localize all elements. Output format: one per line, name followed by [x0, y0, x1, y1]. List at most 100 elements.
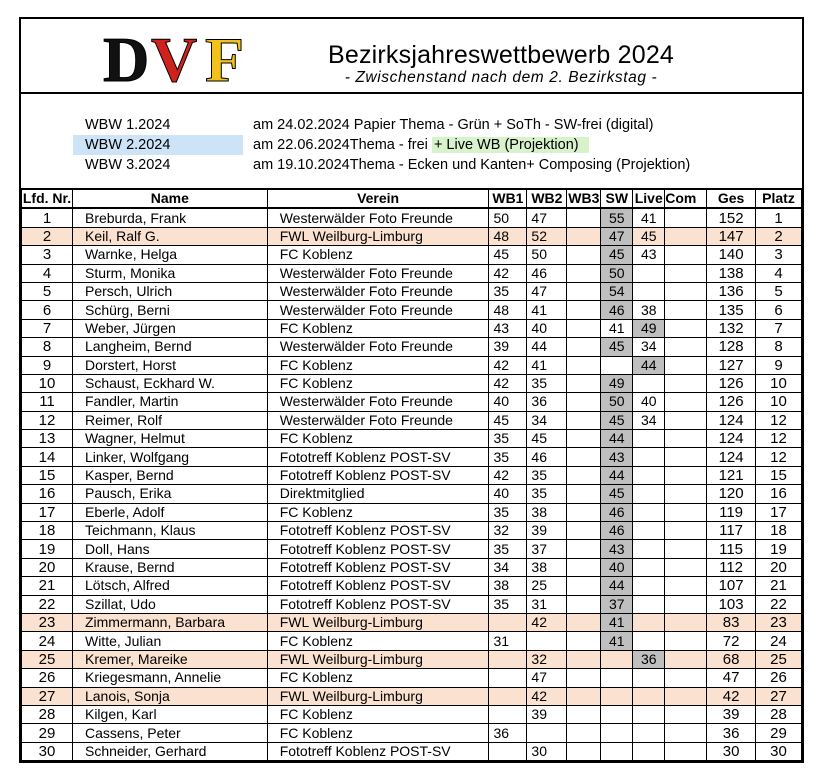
cell-com [664, 281, 708, 302]
column-header-name: Name [71, 187, 268, 210]
cell-live: 38 [632, 300, 666, 320]
cell-live [632, 447, 666, 467]
cell-wb1: 39 [488, 337, 528, 357]
cell-sw: 41 [600, 318, 634, 339]
cell-live [632, 631, 666, 651]
cell-wb2: 46 [526, 447, 568, 467]
cell-sw: 37 [600, 594, 634, 614]
cell-wb1: 43 [488, 318, 528, 339]
cell-verein: Westerwälder Foto Freunde [266, 281, 490, 302]
cell-live [632, 429, 666, 449]
cell-wb2: 37 [526, 539, 568, 559]
cell-nr: 4 [21, 263, 73, 283]
cell-wb2: 35 [526, 484, 568, 504]
cell-platz: 15 [755, 465, 802, 486]
table-row: 23 Zimmermann, Barbara FWL Weilburg-Limbur… [21, 612, 802, 633]
cell-wb3 [566, 337, 602, 357]
cell-wb2: 31 [526, 594, 568, 614]
cell-sw: 44 [600, 576, 634, 596]
cell-wb2: 47 [526, 207, 568, 228]
competition-description: am 22.06.2024Thema - frei [253, 137, 432, 153]
cell-wb3 [566, 539, 602, 559]
cell-wb2 [526, 723, 568, 743]
cell-platz: 24 [755, 631, 802, 651]
cell-com [664, 594, 708, 614]
cell-verein: Fototreff Koblenz POST-SV [266, 521, 490, 541]
cell-verein: Westerwälder Foto Freunde [266, 300, 490, 320]
cell-wb3 [566, 704, 602, 725]
cell-ges: 127 [706, 355, 756, 375]
cell-platz: 30 [755, 741, 802, 762]
cell-wb2 [526, 631, 568, 651]
cell-wb3 [566, 447, 602, 467]
column-header-sw: SW [600, 187, 634, 210]
cell-wb1 [488, 649, 528, 670]
svg-text:F: F [205, 25, 244, 87]
cell-wb2: 36 [526, 392, 568, 412]
cell-com [664, 392, 708, 412]
cell-verein: Westerwälder Foto Freunde [266, 207, 490, 228]
cell-verein: FC Koblenz [266, 245, 490, 265]
cell-sw: 50 [600, 392, 634, 412]
cell-wb1: 31 [488, 631, 528, 651]
cell-nr: 10 [21, 373, 73, 394]
cell-ges: 121 [706, 465, 756, 486]
cell-wb3 [566, 281, 602, 302]
cell-com [664, 521, 708, 541]
cell-live: 44 [632, 355, 666, 375]
cell-verein: Fototreff Koblenz POST-SV [266, 741, 490, 762]
cell-wb2: 45 [526, 429, 568, 449]
table-row: 5 Persch, Ulrich Westerwälder Foto Freunde… [21, 281, 802, 302]
cell-name: Szillat, Udo [71, 594, 268, 614]
cell-nr: 14 [21, 447, 73, 467]
cell-verein: FC Koblenz [266, 723, 490, 743]
cell-sw: 44 [600, 465, 634, 486]
cell-live: 34 [632, 410, 666, 431]
table-row: 16 Pausch, Erika Direktmitglied 40 35 45 120 16 [21, 484, 802, 504]
cell-verein: Fototreff Koblenz POST-SV [266, 465, 490, 486]
cell-wb2: 41 [526, 355, 568, 375]
cell-wb2: 47 [526, 668, 568, 688]
table-row: 15 Kasper, Bernd Fototreff Koblenz POST-SV… [21, 465, 802, 486]
cell-wb3 [566, 245, 602, 265]
cell-nr: 26 [21, 668, 73, 688]
cell-wb2: 50 [526, 245, 568, 265]
cell-live: 43 [632, 245, 666, 265]
cell-ges: 68 [706, 649, 756, 670]
cell-name: Persch, Ulrich [71, 281, 268, 302]
cell-wb3 [566, 631, 602, 651]
cell-name: Witte, Julian [71, 631, 268, 651]
cell-platz: 29 [755, 723, 802, 743]
cell-com [664, 410, 708, 431]
cell-wb2: 39 [526, 704, 568, 725]
table-row: 14 Linker, Wolfgang Fototreff Koblenz POST… [21, 447, 802, 467]
cell-wb2: 52 [526, 226, 568, 247]
cell-sw: 54 [600, 281, 634, 302]
cell-verein: FC Koblenz [266, 631, 490, 651]
cell-live [632, 741, 666, 762]
results-table: Lfd. Nr. Name Verein WB1 WB2 WB3 SW Live Com Ges P… [21, 187, 802, 762]
cell-name: Wagner, Helmut [71, 429, 268, 449]
cell-verein: Fototreff Koblenz POST-SV [266, 557, 490, 578]
table-row: 24 Witte, Julian FC Koblenz 31 41 72 24 [21, 631, 802, 651]
cell-nr: 15 [21, 465, 73, 486]
cell-ges: 124 [706, 447, 756, 467]
cell-name: Weber, Jürgen [71, 318, 268, 339]
cell-sw: 43 [600, 539, 634, 559]
cell-live [632, 521, 666, 541]
cell-wb2: 42 [526, 686, 568, 706]
cell-wb1: 48 [488, 226, 528, 247]
competition-code: WBW 1.2024 [85, 117, 171, 133]
cell-wb1: 35 [488, 502, 528, 523]
cell-live: 36 [632, 649, 666, 670]
cell-com [664, 668, 708, 688]
cell-nr: 27 [21, 686, 73, 706]
cell-wb1: 42 [488, 465, 528, 486]
cell-wb1: 45 [488, 410, 528, 431]
cell-wb1: 35 [488, 429, 528, 449]
cell-platz: 12 [755, 429, 802, 449]
cell-wb3 [566, 557, 602, 578]
cell-sw: 45 [600, 245, 634, 265]
column-header-platz: Platz [755, 187, 802, 210]
cell-live: 49 [632, 318, 666, 339]
